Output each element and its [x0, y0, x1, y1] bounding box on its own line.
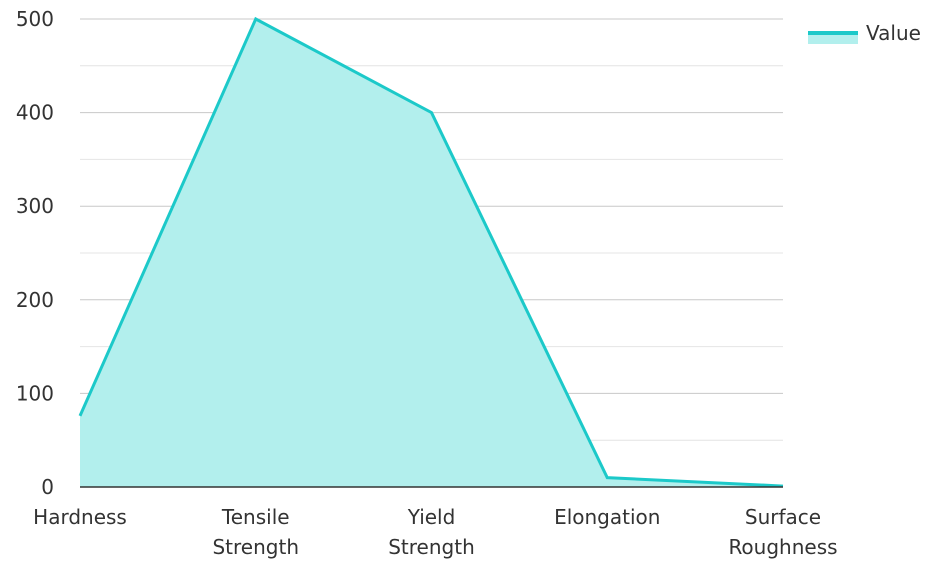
x-tick-label: Elongation: [554, 505, 660, 529]
x-tick-label: Hardness: [33, 505, 127, 529]
x-tick-label-line: Elongation: [554, 505, 660, 529]
y-tick-label: 100: [16, 381, 54, 405]
x-tick-label: Yield Strength: [388, 505, 475, 559]
legend-label: Value: [866, 21, 921, 45]
y-tick-label: 300: [16, 194, 54, 218]
legend-swatch-fill: [808, 34, 858, 44]
x-tick-label-line: Strength: [212, 535, 299, 559]
y-tick-label: 200: [16, 288, 54, 312]
x-tick-label-line: Tensile: [221, 505, 290, 529]
x-tick-label-line: Hardness: [33, 505, 127, 529]
x-tick-label-line: Yield: [407, 505, 456, 529]
x-tick-label: Tensile Strength: [212, 505, 299, 559]
legend: Value: [808, 21, 921, 45]
area-fill: [80, 19, 783, 487]
x-tick-label-line: Roughness: [728, 535, 837, 559]
x-tick-label-line: Strength: [388, 535, 475, 559]
x-tick-label: Surface Roughness: [728, 505, 837, 559]
y-tick-label: 400: [16, 101, 54, 125]
y-tick-label: 500: [16, 7, 54, 31]
series-line: [78, 16, 784, 488]
y-tick-label: 0: [41, 475, 54, 499]
area-series: [78, 16, 784, 488]
x-tick-label-line: Surface: [745, 505, 821, 529]
